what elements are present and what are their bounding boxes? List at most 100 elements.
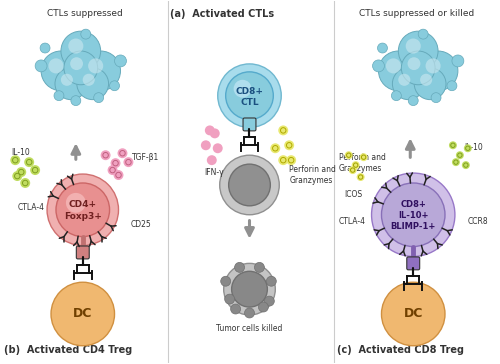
FancyBboxPatch shape [243,118,256,131]
Circle shape [414,68,446,100]
Circle shape [452,55,464,67]
Circle shape [82,74,95,86]
Circle shape [124,157,134,167]
Circle shape [382,282,445,346]
Circle shape [452,158,460,166]
Circle shape [348,166,356,174]
Circle shape [61,74,73,86]
Circle shape [418,29,428,39]
Circle shape [360,153,368,161]
Circle shape [88,58,103,74]
Circle shape [418,51,458,91]
Circle shape [378,51,418,91]
Circle shape [220,155,280,215]
Text: BLIMP-1+: BLIMP-1+ [390,222,436,231]
Circle shape [278,126,288,135]
Circle shape [449,141,457,149]
Circle shape [51,282,114,346]
Circle shape [345,151,352,159]
Text: Tumor cells killed: Tumor cells killed [216,324,282,333]
Circle shape [378,43,388,53]
Circle shape [382,183,445,246]
Circle shape [234,262,244,272]
Text: CD8+: CD8+ [400,200,426,209]
Circle shape [16,167,26,177]
Circle shape [398,74,410,86]
Circle shape [81,29,90,39]
Circle shape [12,171,22,181]
Circle shape [398,31,438,71]
Circle shape [402,51,435,85]
Circle shape [10,155,20,165]
Circle shape [232,271,268,307]
Circle shape [352,161,360,169]
Circle shape [77,68,108,100]
Circle shape [61,31,100,71]
Circle shape [372,173,455,256]
Circle shape [71,96,81,106]
Circle shape [114,55,126,67]
Text: ICOS: ICOS [344,190,362,199]
Circle shape [70,57,83,70]
Circle shape [286,155,296,165]
Circle shape [254,262,264,272]
Circle shape [464,144,472,152]
Circle shape [386,58,401,74]
Text: DC: DC [73,308,92,320]
Text: CTLs suppressed or killed: CTLs suppressed or killed [358,9,474,18]
Circle shape [284,140,294,150]
Circle shape [201,140,211,150]
Circle shape [30,165,40,175]
Text: CCR8: CCR8 [468,217,488,226]
Circle shape [108,165,118,175]
Circle shape [220,276,230,286]
Circle shape [244,308,254,318]
Text: IL-10: IL-10 [464,143,482,152]
Circle shape [356,173,364,181]
Circle shape [55,68,86,100]
Circle shape [224,264,276,315]
Text: CTL: CTL [240,98,259,107]
Circle shape [420,74,432,86]
Text: CTLA-4: CTLA-4 [18,203,44,212]
Circle shape [462,161,470,169]
Circle shape [426,58,440,74]
Circle shape [258,302,268,312]
Text: (c)  Activated CD8 Treg: (c) Activated CD8 Treg [337,345,464,355]
Circle shape [266,276,276,286]
Circle shape [230,304,240,314]
Circle shape [431,93,441,103]
Circle shape [447,81,457,91]
Circle shape [207,155,216,165]
Circle shape [392,68,424,100]
Text: Perforin and
Granzymes: Perforin and Granzymes [289,165,336,185]
Text: CTLA-4: CTLA-4 [339,217,366,226]
Circle shape [406,39,421,54]
Circle shape [408,96,418,106]
Circle shape [118,148,128,158]
Circle shape [110,158,120,168]
Circle shape [47,174,118,245]
Circle shape [270,143,280,153]
Circle shape [94,93,104,103]
Circle shape [35,60,47,72]
Text: IFN-γ: IFN-γ [204,168,224,177]
Circle shape [213,143,222,153]
Circle shape [110,81,120,91]
Circle shape [228,164,270,206]
Circle shape [218,64,282,127]
Text: CD4+: CD4+ [68,200,97,209]
Text: (a)  Activated CTLs: (a) Activated CTLs [170,9,274,19]
Circle shape [54,91,64,100]
Text: CTLs suppressed: CTLs suppressed [47,9,122,18]
Circle shape [372,60,384,72]
Circle shape [24,157,34,167]
Circle shape [41,51,81,91]
Text: DC: DC [404,308,423,320]
Circle shape [408,57,420,70]
Text: Perforin and
Granzymes: Perforin and Granzymes [339,153,386,173]
Text: CD8+: CD8+ [236,87,264,96]
Text: IL-10: IL-10 [12,148,30,157]
Text: CD25: CD25 [130,220,151,229]
Circle shape [66,193,86,213]
